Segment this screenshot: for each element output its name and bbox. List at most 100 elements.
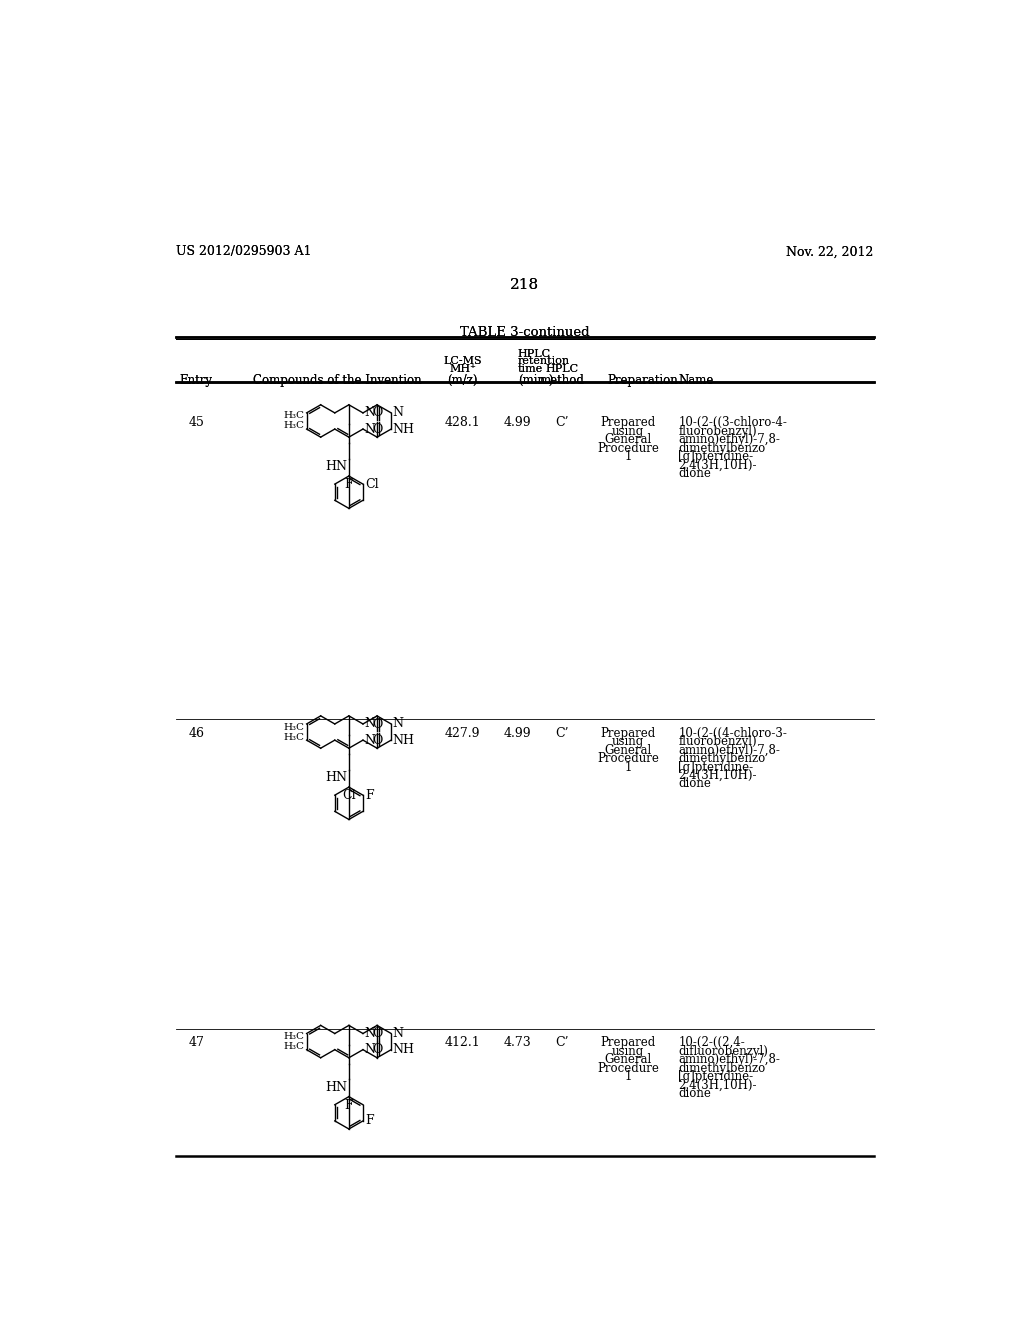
Text: difluorobenzyl): difluorobenzyl) bbox=[678, 1044, 768, 1057]
Text: 4.73: 4.73 bbox=[504, 1036, 531, 1049]
Text: amino)ethyl)-7,8-: amino)ethyl)-7,8- bbox=[678, 1053, 780, 1067]
Text: Prepared: Prepared bbox=[600, 416, 655, 429]
Text: NH: NH bbox=[393, 1043, 415, 1056]
Text: US 2012/0295903 A1: US 2012/0295903 A1 bbox=[176, 246, 311, 259]
Text: H₃C: H₃C bbox=[284, 722, 304, 731]
Text: HN: HN bbox=[326, 461, 347, 474]
Text: O: O bbox=[372, 422, 382, 436]
Text: N: N bbox=[365, 718, 376, 730]
Text: 1: 1 bbox=[625, 450, 632, 463]
Text: Cl: Cl bbox=[366, 478, 379, 491]
Text: 4.99: 4.99 bbox=[504, 416, 531, 429]
Text: N: N bbox=[365, 1027, 376, 1040]
Text: Name: Name bbox=[678, 374, 714, 387]
Text: N: N bbox=[365, 407, 376, 420]
Text: 4.99: 4.99 bbox=[504, 726, 531, 739]
Text: time: time bbox=[518, 364, 543, 374]
Text: HPLC: HPLC bbox=[546, 364, 579, 374]
Text: General: General bbox=[604, 433, 651, 446]
Text: O: O bbox=[372, 407, 382, 420]
Text: Prepared: Prepared bbox=[600, 1036, 655, 1049]
Text: Entry: Entry bbox=[179, 374, 213, 387]
Text: using: using bbox=[611, 735, 644, 748]
Text: US 2012/0295903 A1: US 2012/0295903 A1 bbox=[176, 246, 311, 259]
Text: H₃C: H₃C bbox=[284, 412, 304, 421]
Text: F: F bbox=[344, 1100, 353, 1111]
Text: 10-(2-((4-chloro-3-: 10-(2-((4-chloro-3- bbox=[678, 726, 787, 739]
Text: 427.9: 427.9 bbox=[445, 726, 480, 739]
Text: fluorobenzyl): fluorobenzyl) bbox=[678, 425, 757, 438]
Text: NH: NH bbox=[393, 734, 415, 747]
Text: Compounds of the Invention: Compounds of the Invention bbox=[253, 374, 422, 387]
Text: LC-MS: LC-MS bbox=[443, 356, 482, 366]
Text: retention: retention bbox=[518, 356, 570, 366]
Text: MH⁺: MH⁺ bbox=[450, 364, 476, 374]
Text: 1: 1 bbox=[625, 1071, 632, 1084]
Text: N: N bbox=[393, 718, 403, 730]
Text: 412.1: 412.1 bbox=[444, 1036, 480, 1049]
Text: using: using bbox=[611, 1044, 644, 1057]
Text: F: F bbox=[344, 478, 353, 491]
Text: 45: 45 bbox=[188, 416, 204, 429]
Text: (min.): (min.) bbox=[518, 374, 553, 387]
Text: General: General bbox=[604, 1053, 651, 1067]
Text: F: F bbox=[366, 788, 374, 801]
Text: amino)ethyl)-7,8-: amino)ethyl)-7,8- bbox=[678, 743, 780, 756]
Text: HPLC: HPLC bbox=[546, 364, 579, 374]
Text: 10-(2-((3-chloro-4-: 10-(2-((3-chloro-4- bbox=[678, 416, 787, 429]
Text: [g]pteridine-: [g]pteridine- bbox=[678, 760, 754, 774]
Text: Nov. 22, 2012: Nov. 22, 2012 bbox=[786, 246, 873, 259]
Text: N: N bbox=[393, 407, 403, 420]
Text: 46: 46 bbox=[188, 726, 204, 739]
Text: General: General bbox=[604, 743, 651, 756]
Text: Preparation: Preparation bbox=[607, 374, 678, 387]
Text: C’: C’ bbox=[555, 416, 568, 429]
Text: 218: 218 bbox=[510, 277, 540, 292]
Text: dimethylbenzo: dimethylbenzo bbox=[678, 752, 766, 766]
Text: N: N bbox=[393, 1027, 403, 1040]
Text: 1: 1 bbox=[625, 760, 632, 774]
Text: HN: HN bbox=[326, 771, 347, 784]
Text: HPLC: HPLC bbox=[518, 348, 551, 359]
Text: dimethylbenzo: dimethylbenzo bbox=[678, 442, 766, 455]
Text: fluorobenzyl): fluorobenzyl) bbox=[678, 735, 757, 748]
Text: TABLE 3-continued: TABLE 3-continued bbox=[460, 326, 590, 339]
Text: H₃C: H₃C bbox=[284, 1041, 304, 1051]
Text: LC-MS: LC-MS bbox=[443, 356, 482, 366]
Text: Procedure: Procedure bbox=[597, 752, 658, 766]
Text: H₃C: H₃C bbox=[284, 421, 304, 430]
Text: Cl: Cl bbox=[342, 789, 355, 803]
Text: Nov. 22, 2012: Nov. 22, 2012 bbox=[786, 246, 873, 259]
Text: retention: retention bbox=[518, 356, 570, 366]
Text: C’: C’ bbox=[555, 726, 568, 739]
Text: (min.): (min.) bbox=[518, 374, 553, 387]
Text: O: O bbox=[372, 718, 382, 730]
Text: 218: 218 bbox=[510, 277, 540, 292]
Text: 2,4(3H,10H)-: 2,4(3H,10H)- bbox=[678, 770, 757, 781]
Text: [g]pteridine-: [g]pteridine- bbox=[678, 450, 754, 463]
Text: using: using bbox=[611, 425, 644, 438]
Text: method: method bbox=[540, 374, 585, 387]
Text: HPLC: HPLC bbox=[518, 348, 551, 359]
Text: H₃C: H₃C bbox=[284, 1032, 304, 1041]
Text: Prepared: Prepared bbox=[600, 726, 655, 739]
Text: 428.1: 428.1 bbox=[444, 416, 480, 429]
Text: O: O bbox=[372, 1027, 382, 1040]
Text: MH⁺: MH⁺ bbox=[450, 364, 476, 374]
Text: dione: dione bbox=[678, 1088, 711, 1100]
Text: N: N bbox=[365, 422, 376, 436]
Text: 10-(2-((2,4-: 10-(2-((2,4- bbox=[678, 1036, 745, 1049]
Text: C’: C’ bbox=[555, 1036, 568, 1049]
Text: method: method bbox=[540, 374, 585, 387]
Text: HN: HN bbox=[326, 1081, 347, 1094]
Text: O: O bbox=[372, 1043, 382, 1056]
Text: O: O bbox=[372, 734, 382, 747]
Text: 2,4(3H,10H)-: 2,4(3H,10H)- bbox=[678, 459, 757, 471]
Text: N: N bbox=[365, 1043, 376, 1056]
Text: Name: Name bbox=[678, 374, 714, 387]
Text: Entry: Entry bbox=[179, 374, 213, 387]
Text: (m/z): (m/z) bbox=[447, 374, 478, 387]
Text: TABLE 3-continued: TABLE 3-continued bbox=[460, 326, 590, 339]
Text: (m/z): (m/z) bbox=[447, 374, 478, 387]
Text: 47: 47 bbox=[188, 1036, 204, 1049]
